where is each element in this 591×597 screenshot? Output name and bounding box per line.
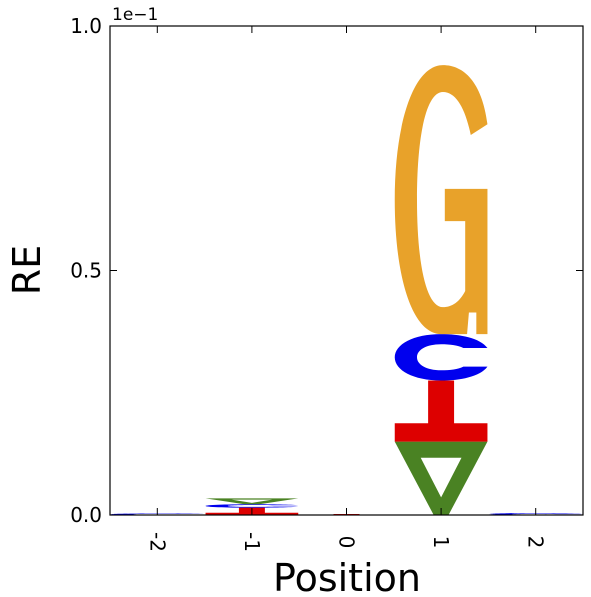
x-tick-label: 0 xyxy=(335,536,359,549)
axes: 0.0 0.5 1.0 -2 -1 0 1 2 xyxy=(70,14,583,552)
letter-A-pos-1 xyxy=(395,442,488,515)
letter-T-pos-1 xyxy=(395,381,488,442)
x-tick-label: 1 xyxy=(429,536,453,549)
y-axis-label: RE xyxy=(5,245,49,295)
x-tick-label: -1 xyxy=(240,532,264,552)
x-tick-label: -2 xyxy=(145,532,169,552)
plot-frame xyxy=(110,26,583,515)
y-tick-label: 0.5 xyxy=(70,259,102,283)
letter-A-pos--1 xyxy=(206,498,299,504)
y-tick-label: 0.0 xyxy=(70,503,102,527)
x-tick-label: 2 xyxy=(524,536,548,549)
letter-C-pos-1 xyxy=(395,334,488,380)
x-axis-label: Position xyxy=(273,556,421,597)
y-axis-offset-label: 1e−1 xyxy=(112,5,158,25)
y-tick-label: 1.0 xyxy=(70,14,102,38)
letter-stacks xyxy=(111,65,582,515)
letter-C-pos--1 xyxy=(206,504,299,507)
letter-G-pos-1 xyxy=(395,65,488,334)
